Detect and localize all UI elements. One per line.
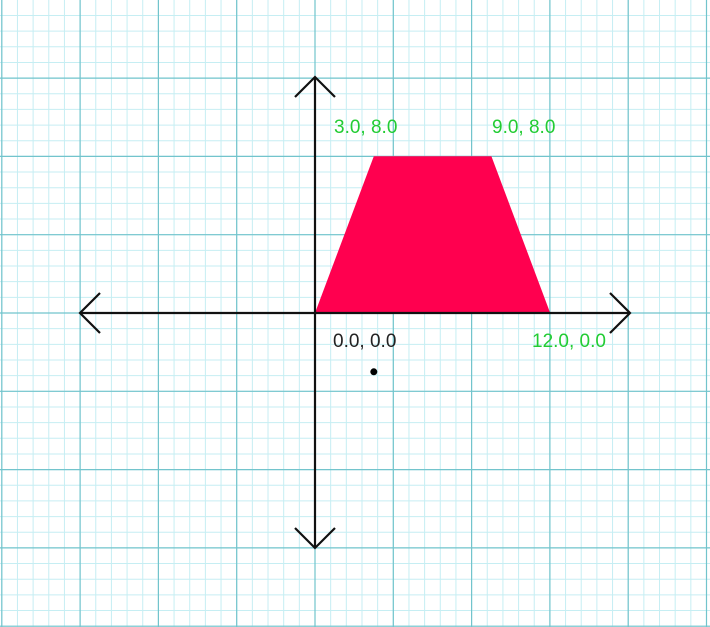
origin-label: 0.0, 0.0	[333, 331, 396, 352]
x-axis-left-arrow-icon	[78, 292, 101, 334]
x-axis	[78, 292, 632, 334]
y-axis-top-arrow-icon	[294, 75, 336, 98]
vertex-label-bottom-right: 12.0, 0.0	[532, 331, 606, 352]
y-axis	[294, 75, 336, 550]
point-marker[interactable]	[370, 368, 378, 376]
x-axis-right-arrow-icon	[609, 292, 632, 334]
y-axis-bottom-arrow-icon	[294, 527, 336, 550]
vertex-label-top-left: 3.0, 8.0	[334, 117, 397, 138]
vertex-label-top-right: 9.0, 8.0	[492, 117, 555, 138]
trapezoid-shape[interactable]	[315, 156, 551, 313]
